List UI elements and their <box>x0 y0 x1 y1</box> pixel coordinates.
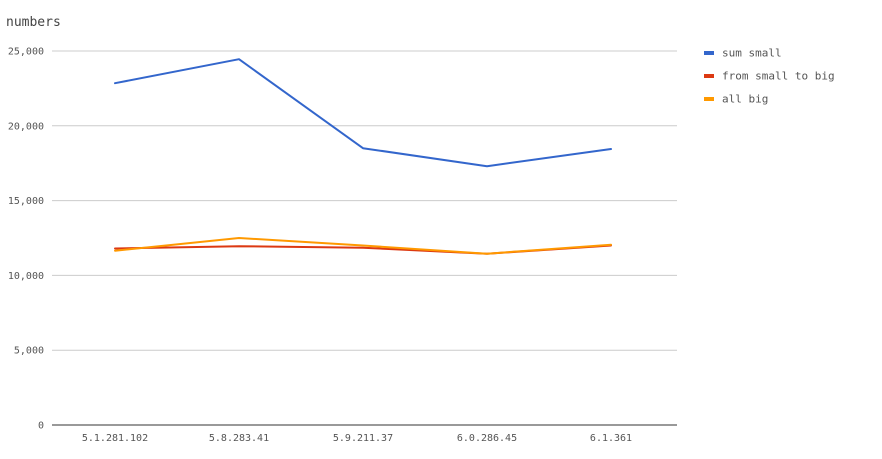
series-lines <box>114 58 612 255</box>
legend-label: all big <box>722 93 768 106</box>
legend-item[interactable]: sum small <box>704 47 782 60</box>
x-axis-ticks: 5.1.281.102 5.8.283.41 5.9.211.37 6.0.286.4… <box>82 433 632 444</box>
x-tick-label: 5.9.211.37 <box>333 433 393 444</box>
legend-item[interactable]: all big <box>704 93 768 106</box>
legend-item[interactable]: from small to big <box>704 70 835 83</box>
x-tick-label: 6.1.361 <box>590 433 632 444</box>
legend-swatch <box>704 74 714 78</box>
x-tick-label: 5.1.281.102 <box>82 433 148 444</box>
legend-swatch <box>704 51 714 55</box>
legend-label: from small to big <box>722 70 835 83</box>
y-tick-label: 15,000 <box>8 196 44 207</box>
legend-label: sum small <box>722 47 782 60</box>
y-tick-label: 0 <box>38 421 44 432</box>
legend[interactable]: sum small from small to big all big <box>704 47 835 106</box>
series-line <box>114 237 612 255</box>
x-tick-label: 5.8.283.41 <box>209 433 269 444</box>
series-line <box>114 58 612 168</box>
y-tick-label: 20,000 <box>8 121 44 132</box>
y-axis-ticks: 0 5,000 10,000 15,000 20,000 25,000 <box>8 47 44 432</box>
chart-title: numbers <box>6 15 61 30</box>
y-tick-label: 5,000 <box>14 346 44 357</box>
gridlines <box>52 50 677 351</box>
legend-swatch <box>704 97 714 101</box>
x-tick-label: 6.0.286.45 <box>457 433 517 444</box>
y-tick-label: 25,000 <box>8 47 44 58</box>
y-tick-label: 10,000 <box>8 271 44 282</box>
